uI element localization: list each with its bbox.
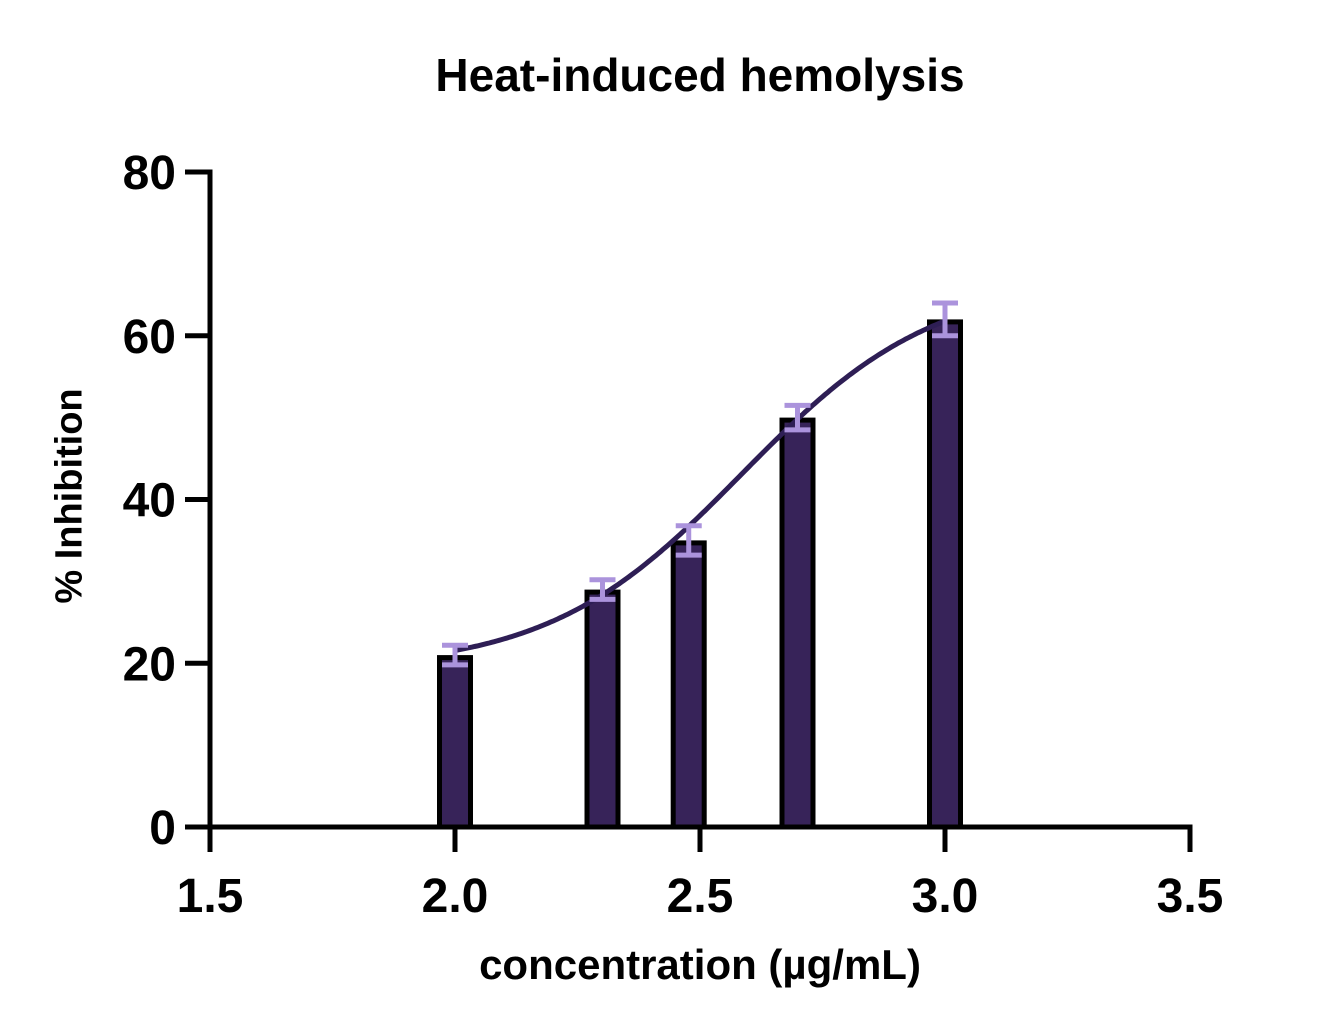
bar — [670, 540, 707, 830]
y-tick-label: 80 — [123, 147, 176, 200]
x-tick-label: 3.5 — [1157, 870, 1224, 923]
bar — [437, 655, 473, 830]
x-tick-label: 1.5 — [177, 870, 244, 923]
y-tick-label: 20 — [123, 638, 176, 691]
x-tick-label: 3.0 — [912, 870, 979, 923]
y-tick-label: 60 — [123, 311, 176, 364]
y-tick-label: 0 — [149, 802, 176, 855]
chart-title: Heat-induced hemolysis — [435, 49, 965, 101]
x-tick-label: 2.5 — [667, 870, 734, 923]
x-axis-title: concentration (µg/mL) — [479, 941, 921, 988]
y-tick-label: 40 — [123, 475, 176, 528]
x-tick-label: 2.0 — [422, 870, 489, 923]
bar — [927, 319, 963, 830]
bar — [779, 417, 816, 830]
fit-curve — [452, 318, 948, 654]
bar — [584, 589, 621, 830]
